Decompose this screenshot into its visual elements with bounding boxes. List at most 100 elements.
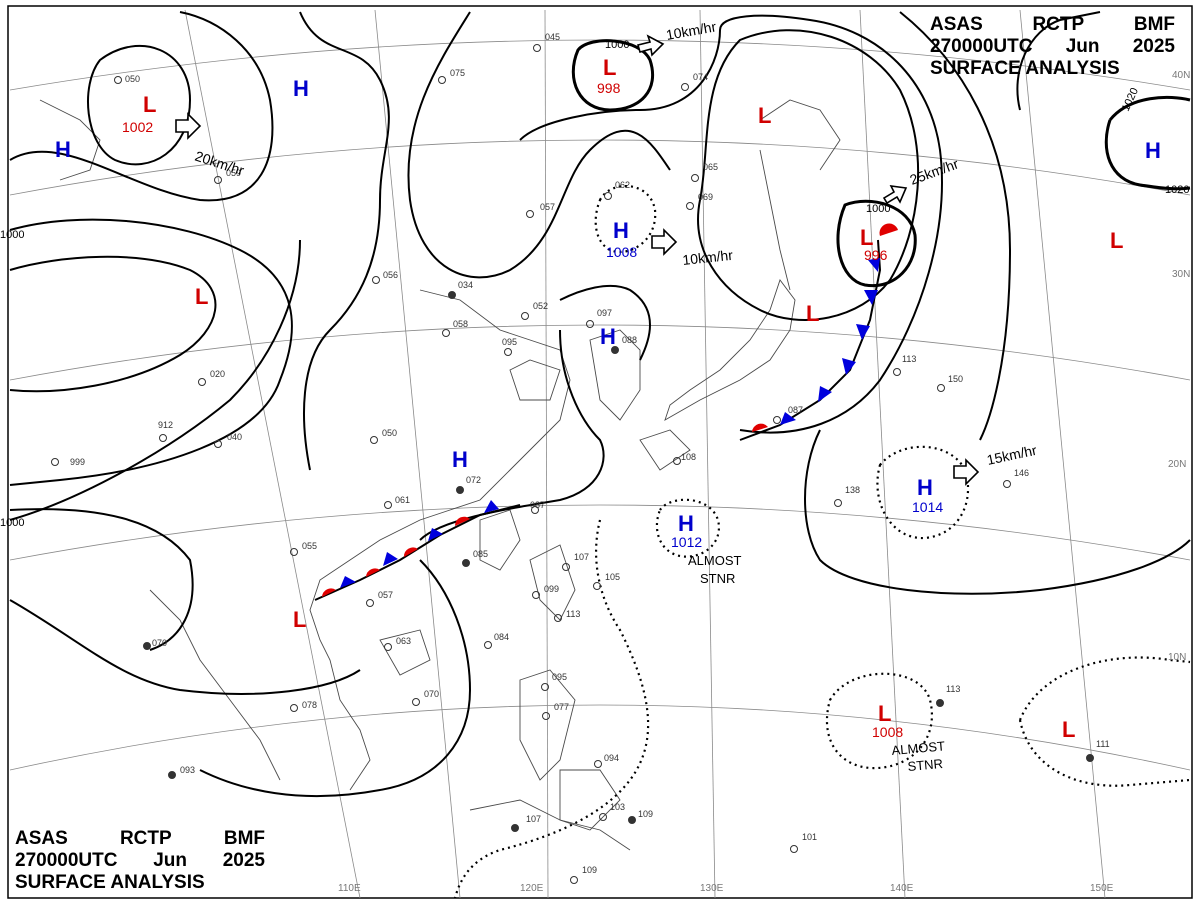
station-plots: 050 075 045 074 065 062 057 069 059 056 … [51, 32, 1110, 884]
header-month: Jun [153, 850, 187, 871]
station-value: 109 [582, 865, 597, 875]
isobar-label: 1000 [866, 203, 890, 215]
station-plot: 088 [611, 335, 637, 354]
stationary-label: STNR [907, 756, 944, 774]
station-plot: 056 [372, 270, 398, 284]
station-value: 138 [845, 485, 860, 495]
motion-arrow [175, 112, 202, 140]
low-pressure-value: 1008 [872, 724, 903, 740]
station-plot: 087 [773, 405, 803, 424]
motion-label: 10km/hr [682, 247, 734, 268]
isobar-label: 1020 [1165, 184, 1189, 196]
motion-arrow [882, 185, 908, 205]
isobar-labels: 1000 1000 1000 1000 1020 1020 [0, 39, 1189, 529]
station-plot: 105 [593, 572, 620, 590]
graticule [9, 9, 1191, 899]
low-symbol: L [860, 225, 873, 250]
station-value: 070 [424, 689, 439, 699]
motion-arrow [651, 228, 678, 256]
station-value: 072 [466, 475, 481, 485]
station-value: 095 [552, 672, 567, 682]
station-plot: 099 [532, 584, 559, 599]
station-value: 020 [210, 369, 225, 379]
station-value: 062 [615, 180, 630, 190]
station-value: 097 [597, 308, 612, 318]
station-value: 085 [473, 549, 488, 559]
station-plot: 058 [442, 319, 468, 337]
low-symbol: L [758, 103, 771, 128]
station-value: 087 [788, 405, 803, 415]
isobar-label: 1000 [0, 517, 24, 529]
low-symbol: L [143, 92, 156, 117]
station-value: 109 [638, 809, 653, 819]
high-pressure-value: 1008 [606, 244, 637, 260]
high-pressure-value: 1014 [912, 499, 943, 515]
station-value: 045 [545, 32, 560, 42]
low-symbol: L [603, 55, 616, 80]
station-value: 113 [566, 609, 580, 619]
station-plot: 912 [158, 420, 173, 442]
station-value: 108 [681, 452, 696, 462]
station-plot: 109 [628, 809, 653, 824]
station-value: 074 [693, 72, 708, 82]
low-center: L 998 [597, 55, 621, 96]
dotted-isobars [453, 185, 1191, 899]
station-plot: 094 [594, 753, 619, 768]
latitude-label: 40N [1172, 70, 1190, 81]
station-plot: 074 [681, 72, 708, 91]
station-value: 058 [453, 319, 468, 329]
station-value: 912 [158, 420, 173, 430]
station-value: 052 [533, 301, 548, 311]
station-value: 111 [1096, 739, 1110, 749]
station-value: 057 [540, 202, 555, 212]
header-center: ASAS [15, 828, 68, 849]
isobar-label: 1000 [0, 229, 24, 241]
station-plot: 111 [1086, 739, 1110, 762]
station-value: 061 [395, 495, 410, 505]
grid-labels: 110E 120E 130E 140E 150E 40N 30N 20N 10N [338, 70, 1190, 894]
header-product: SURFACE ANALYSIS [15, 872, 205, 893]
low-symbol: L [1062, 717, 1075, 742]
station-plot: 093 [168, 765, 195, 779]
longitude-label: 120E [520, 883, 544, 894]
station-plot: 040 [214, 432, 242, 448]
header-center: ASAS [930, 14, 983, 35]
high-symbol: H [55, 137, 71, 162]
high-center: H 1008 [606, 218, 637, 260]
motion-arrow [637, 34, 665, 57]
station-plot: 107 [511, 814, 541, 832]
station-plot: 999 [51, 457, 85, 467]
station-value: 077 [554, 702, 569, 712]
header-top-right: ASAS RCTP BMF 270000UTC Jun 2025 SURFACE… [930, 14, 1175, 80]
high-symbol: H [1145, 138, 1161, 163]
stationary-label: ALMOST [891, 738, 946, 758]
high-symbol: H [678, 511, 694, 536]
low-symbol: L [1110, 228, 1123, 253]
header-station: RCTP [1032, 14, 1085, 35]
station-value: 101 [802, 832, 817, 842]
motion-arrows [175, 34, 980, 486]
station-value: 070 [152, 638, 167, 648]
station-value: 094 [604, 753, 619, 763]
station-value: 057 [378, 590, 393, 600]
station-value: 050 [382, 428, 397, 438]
stationary-label: ALMOST [688, 553, 742, 568]
station-plot: 113 [554, 609, 580, 622]
station-plot: 077 [542, 702, 569, 720]
station-plot: 113 [936, 684, 960, 707]
station-plot: 070 [412, 689, 439, 706]
longitude-label: 140E [890, 883, 914, 894]
high-center: H 1014 [912, 475, 943, 515]
station-value: 084 [494, 632, 509, 642]
station-plot: 095 [541, 672, 567, 691]
header-time: 270000UTC [15, 850, 118, 871]
latitude-label: 10N [1168, 652, 1186, 663]
station-plot: 084 [484, 632, 509, 649]
high-symbol: H [293, 76, 309, 101]
header-bottom-left: ASAS RCTP BMF 270000UTC Jun 2025 SURFACE… [15, 828, 265, 894]
station-value: 105 [605, 572, 620, 582]
station-value: 107 [574, 552, 589, 562]
station-value: 093 [180, 765, 195, 775]
low-symbol: L [806, 301, 819, 326]
station-value: 150 [948, 374, 963, 384]
